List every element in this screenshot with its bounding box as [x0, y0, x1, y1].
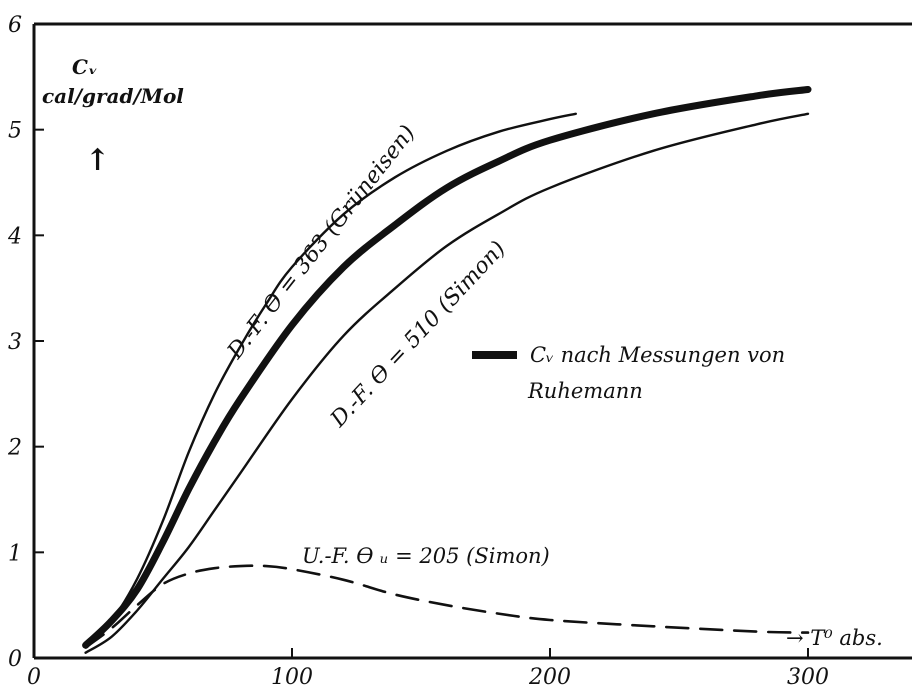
- y-label-arrow: ↑: [85, 143, 110, 178]
- y-tick-label: 3: [8, 330, 22, 355]
- series-line-3: [84, 564, 810, 649]
- x-tick-label: 200: [528, 665, 571, 686]
- y-label-line1: Cᵥ: [72, 55, 98, 79]
- legend-label-line1: Cᵥ nach Messungen von: [530, 343, 785, 367]
- y-tick-label: 1: [8, 541, 22, 566]
- annotation-grueneisen: D.-F. ϴ = 363 (Grüneisen): [222, 121, 420, 365]
- x-label: → T⁰ abs.: [786, 626, 883, 650]
- series-line-1: [82, 86, 812, 649]
- x-tick-label: 300: [787, 665, 829, 686]
- x-tick-label: 0: [27, 665, 41, 686]
- y-tick-label: 6: [8, 13, 22, 38]
- y-tick-label: 5: [8, 119, 22, 144]
- legend-label-line2: Ruhemann: [527, 379, 643, 403]
- series-line-0: [84, 112, 577, 649]
- series-layer: [82, 86, 812, 654]
- annotation-simon510: D.-F. ϴ = 510 (Simon): [325, 237, 510, 433]
- ticks: 0 100 200 300 0 1 2 3 4 5 6: [7, 13, 829, 686]
- y-tick-label: 0: [8, 647, 22, 672]
- y-label-line2: cal/grad/Mol: [42, 84, 184, 108]
- series-line-2: [84, 112, 810, 654]
- y-tick-label: 4: [7, 224, 22, 249]
- annotation-simon205: U.-F. ϴ ᵤ = 205 (Simon): [302, 544, 550, 568]
- x-tick-label: 100: [271, 665, 313, 686]
- y-tick-label: 2: [7, 436, 22, 461]
